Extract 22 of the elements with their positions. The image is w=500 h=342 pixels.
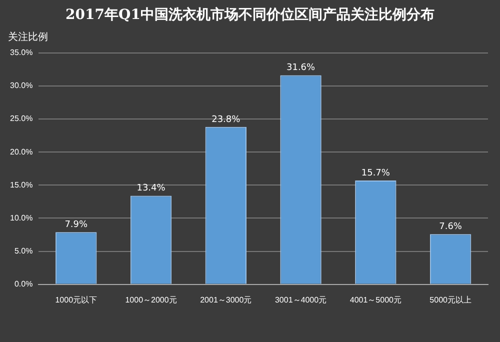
data-label: 15.7% [361,168,390,178]
data-label: 31.6% [286,63,316,74]
x-tick-label: 5000元以上 [430,295,472,304]
x-tick-label: 2001～3000元 [200,295,252,304]
x-tick-label: 3001～4000元 [274,295,327,304]
x-tick-label: 1000元以下 [55,295,98,304]
y-tick-label: 10.0% [10,213,33,222]
y-tick-label: 35.0% [10,48,33,58]
x-tick-label: 4001～5000元 [350,295,402,304]
data-label: 23.8% [212,114,241,125]
chart-title: 2017年Q1中国洗衣机市场不同价位区间产品关注比例分布 [64,6,436,24]
y-axis-title: 关注比例 [8,30,48,44]
y-tick-label: 0.0% [14,280,33,289]
y-tick-label: 15.0% [10,180,33,190]
y-tick-label: 5.0% [14,246,33,256]
data-label: 13.4% [136,184,166,194]
y-tick-label: 20.0% [10,147,33,156]
data-label: 7.6% [439,222,462,232]
x-tick-label: 1000～2000元 [125,295,177,304]
y-tick-label: 25.0% [10,114,33,124]
data-label: 7.9% [64,220,88,230]
y-tick-label: 30.0% [10,81,33,90]
